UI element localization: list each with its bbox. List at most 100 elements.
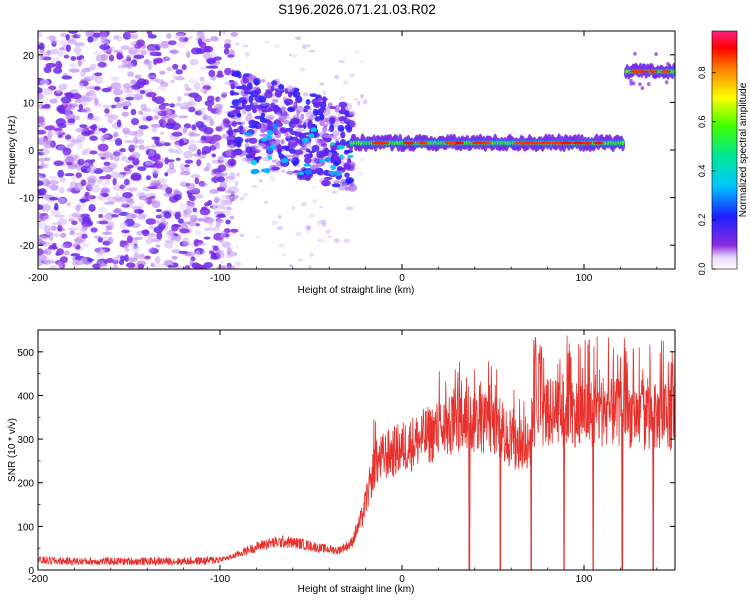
heatmap-cell	[303, 156, 312, 164]
heatmap-cell	[357, 100, 361, 106]
heatmap-cell	[146, 31, 153, 36]
heatmap-cell	[110, 82, 122, 90]
heatmap-cell	[126, 235, 133, 244]
heatmap-cell	[327, 127, 334, 133]
heatmap-cell	[112, 177, 117, 186]
heatmap-cell	[332, 130, 340, 137]
heatmap-cell	[115, 102, 123, 109]
heatmap-cell	[225, 149, 233, 157]
heatmap-cell	[215, 96, 221, 102]
heatmap-cell	[56, 89, 61, 94]
heatmap-cell	[138, 110, 144, 115]
heatmap-cell	[48, 48, 60, 55]
heatmap-cell	[94, 97, 99, 106]
heatmap-cell	[130, 213, 138, 218]
heatmap-cell	[38, 234, 46, 239]
heatmap-cell	[95, 194, 104, 201]
chart-title: S196.2026.071.21.03.R02	[278, 2, 436, 17]
heatmap-cell	[79, 158, 85, 165]
heatmap-cell	[103, 161, 111, 166]
heatmap-cell	[40, 147, 50, 155]
heatmap-cell	[342, 182, 348, 186]
heatmap-cell	[114, 138, 123, 146]
heatmap-cell	[114, 192, 120, 198]
heatmap-cell	[322, 239, 327, 242]
heatmap-cell	[130, 117, 140, 126]
heatmap-cell	[50, 39, 58, 45]
heatmap-cell	[48, 197, 59, 201]
heatmap-cell	[188, 106, 196, 113]
heatmap-cell	[60, 244, 70, 249]
heatmap-cell	[248, 124, 258, 129]
heatmap-cell	[120, 155, 127, 162]
heatmap-cell	[320, 219, 327, 225]
heatmap-cell	[80, 179, 87, 186]
heatmap-cell	[60, 232, 67, 239]
snr-xlabel: Height of straight line (km)	[298, 584, 415, 595]
heatmap-cell	[38, 254, 48, 261]
heatmap-cell	[171, 255, 177, 260]
heatmap-cell	[184, 265, 191, 269]
heatmap-cell	[225, 177, 235, 183]
heatmap-cell	[174, 76, 185, 81]
heatmap-cell	[56, 248, 65, 256]
spectrogram-xtick-label: -100	[210, 273, 230, 284]
spectrogram-ytick-label: 10	[23, 98, 35, 109]
heatmap-cell	[305, 148, 311, 153]
heatmap-cell	[646, 82, 651, 87]
heatmap-cell	[317, 220, 322, 226]
heatmap-cell	[234, 136, 244, 144]
heatmap-cell	[67, 31, 79, 34]
heatmap-cell	[324, 117, 330, 123]
heatmap-cell	[160, 40, 170, 49]
heatmap-cell	[230, 265, 236, 269]
heatmap-cell	[147, 34, 157, 39]
heatmap-cell	[49, 184, 59, 191]
heatmap-cell	[124, 247, 130, 253]
heatmap-cell	[183, 210, 188, 215]
heatmap-cell	[39, 78, 50, 87]
heatmap-cell	[184, 87, 192, 91]
heatmap-cell	[268, 175, 274, 179]
heatmap-cell	[220, 233, 226, 239]
heatmap-cell	[199, 182, 208, 188]
heatmap-cell	[101, 87, 112, 93]
heatmap-cell	[244, 51, 250, 57]
heatmap-cell	[293, 149, 304, 156]
heatmap-cell	[39, 49, 45, 53]
heatmap-cell	[307, 118, 313, 122]
heatmap-cell	[58, 82, 69, 87]
heatmap-cell	[280, 104, 286, 112]
heatmap-cell	[226, 251, 238, 257]
heatmap-cell	[221, 241, 232, 248]
heatmap-cell	[308, 133, 315, 139]
heatmap-cell	[67, 39, 77, 45]
heatmap-cell	[205, 65, 215, 69]
heatmap-cell	[195, 229, 202, 236]
heatmap-cell	[274, 118, 284, 123]
heatmap-cell	[119, 221, 128, 230]
heatmap-cell	[108, 54, 115, 62]
heatmap-cell	[75, 172, 82, 179]
heatmap-cell	[240, 78, 247, 86]
heatmap-cell	[113, 209, 120, 214]
heatmap-cell	[339, 154, 344, 159]
heatmap-cell	[188, 188, 200, 194]
heatmap-cell	[99, 166, 111, 170]
spectrogram-ytick-label: 0	[28, 146, 34, 157]
heatmap-cell	[222, 207, 234, 211]
heatmap-cell	[276, 144, 283, 149]
heatmap-cell	[196, 159, 202, 167]
heatmap-cell	[214, 196, 220, 204]
heatmap-cell	[256, 143, 267, 148]
heatmap-cell	[38, 137, 48, 144]
heatmap-cell	[81, 223, 90, 229]
heatmap-cell	[151, 125, 158, 133]
heatmap-cell	[177, 115, 189, 119]
heatmap-cell	[229, 105, 240, 109]
heatmap-cell	[124, 178, 130, 186]
heatmap-cell	[271, 80, 278, 86]
heatmap-cell	[172, 73, 177, 81]
